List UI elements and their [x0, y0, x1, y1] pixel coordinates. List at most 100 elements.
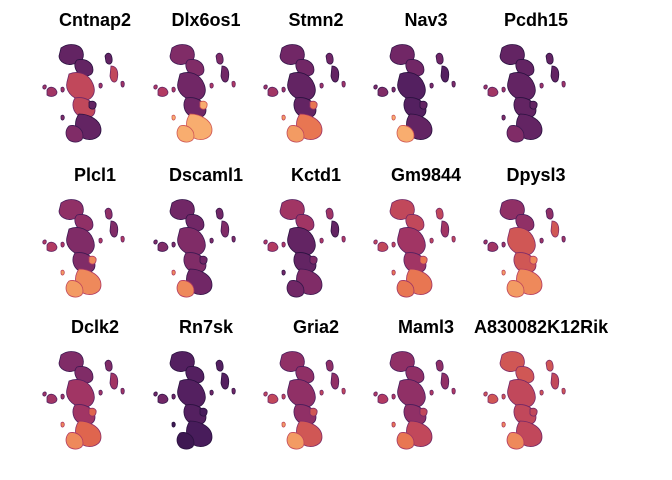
cluster-middle — [441, 66, 449, 82]
cluster-left-small — [282, 242, 285, 247]
cluster-left-small — [430, 390, 433, 395]
umap-scatter — [260, 40, 372, 146]
cluster-middle — [178, 72, 206, 100]
umap-scatter — [480, 347, 592, 453]
cluster-left-small — [540, 390, 543, 395]
cluster-middle — [551, 66, 559, 82]
cluster-tail — [61, 115, 64, 120]
cluster-middle — [178, 379, 206, 407]
cluster-middle — [508, 379, 536, 407]
cluster-top — [105, 53, 112, 64]
cluster-middle — [110, 373, 118, 389]
cluster-middle — [110, 66, 118, 82]
cluster-middle — [221, 66, 229, 82]
feature-panel: A830082K12Rik — [474, 307, 598, 457]
cluster-left-small — [562, 81, 565, 87]
cluster-left-small — [232, 236, 235, 242]
cluster-top — [326, 53, 333, 64]
cluster-left-small — [172, 242, 175, 247]
panel-title: Kctd1 — [254, 165, 378, 186]
cluster-left-small — [210, 238, 213, 243]
cluster-middle — [331, 373, 339, 389]
cluster-tail — [502, 115, 505, 120]
umap-scatter — [370, 40, 482, 146]
umap-scatter — [260, 347, 372, 453]
cluster-left-small — [154, 392, 157, 396]
cluster-left-small — [158, 87, 168, 96]
cluster-left-small — [99, 390, 102, 395]
feature-panel: Gria2 — [254, 307, 378, 457]
cluster-left-small — [392, 87, 395, 92]
cluster-left-small — [121, 81, 124, 87]
cluster-left-small — [47, 394, 57, 403]
panel-title: Dscaml1 — [144, 165, 268, 186]
cluster-lower — [200, 101, 207, 109]
cluster-middle — [398, 72, 426, 100]
cluster-top — [105, 360, 112, 371]
panel-title: Dpysl3 — [474, 165, 598, 186]
cluster-left-small — [378, 242, 388, 251]
cluster-left-small — [172, 394, 175, 399]
cluster-left-small — [121, 236, 124, 242]
cluster-tail — [282, 270, 285, 275]
cluster-top — [105, 208, 112, 219]
cluster-middle — [110, 221, 118, 237]
cluster-tail — [502, 422, 505, 427]
cluster-top — [216, 360, 223, 371]
cluster-tail — [502, 270, 505, 275]
cluster-top — [436, 53, 443, 64]
umap-scatter — [39, 40, 151, 146]
cluster-tail — [172, 115, 175, 120]
feature-panel: Rn7sk — [144, 307, 268, 457]
cluster-middle — [67, 227, 95, 255]
cluster-lower — [530, 408, 537, 416]
cluster-left-small — [502, 87, 505, 92]
cluster-lower — [310, 408, 317, 416]
cluster-left-small — [452, 236, 455, 242]
umap-scatter — [480, 195, 592, 301]
panel-title: Maml3 — [364, 317, 488, 338]
cluster-left-small — [392, 242, 395, 247]
cluster-left-small — [452, 81, 455, 87]
cluster-left-small — [268, 394, 278, 403]
cluster-lower — [89, 256, 96, 264]
cluster-middle — [398, 227, 426, 255]
cluster-middle — [288, 379, 316, 407]
cluster-tail — [392, 270, 395, 275]
cluster-left-small — [374, 240, 377, 244]
cluster-left-small — [430, 83, 433, 88]
umap-scatter — [260, 195, 372, 301]
feature-panel: Nav3 — [364, 0, 488, 150]
cluster-left-small — [430, 238, 433, 243]
cluster-middle — [288, 72, 316, 100]
cluster-left-small — [484, 85, 487, 89]
cluster-left-small — [540, 238, 543, 243]
feature-panel: Plcl1 — [33, 155, 157, 305]
cluster-lower — [420, 101, 427, 109]
cluster-left-small — [540, 83, 543, 88]
cluster-left-small — [562, 388, 565, 394]
cluster-left-small — [562, 236, 565, 242]
cluster-left-small — [47, 242, 57, 251]
cluster-top — [546, 208, 553, 219]
panel-title: Dlx6os1 — [144, 10, 268, 31]
cluster-left-small — [99, 83, 102, 88]
cluster-left-small — [378, 394, 388, 403]
cluster-left-small — [61, 394, 64, 399]
cluster-left-small — [154, 85, 157, 89]
umap-scatter — [370, 195, 482, 301]
cluster-top — [326, 360, 333, 371]
cluster-left-small — [320, 238, 323, 243]
cluster-left-small — [374, 85, 377, 89]
cluster-lower — [310, 256, 317, 264]
feature-panel: Cntnap2 — [33, 0, 157, 150]
cluster-lower — [89, 408, 96, 416]
cluster-tail — [282, 422, 285, 427]
cluster-left-small — [488, 87, 498, 96]
panel-title: A830082K12Rik — [474, 317, 598, 338]
panel-title: Cntnap2 — [33, 10, 157, 31]
cluster-middle — [398, 379, 426, 407]
cluster-left-small — [452, 388, 455, 394]
cluster-middle — [508, 72, 536, 100]
cluster-left-small — [282, 394, 285, 399]
